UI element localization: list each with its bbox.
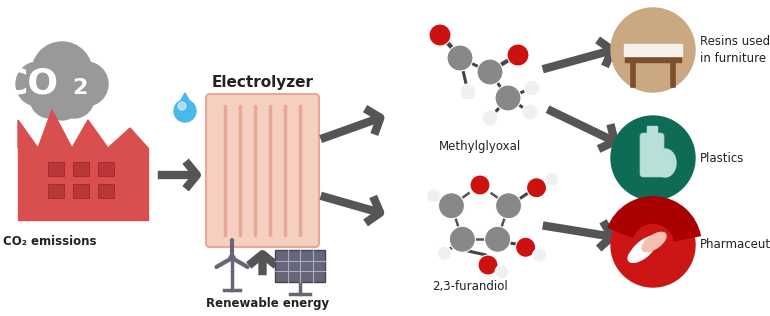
FancyBboxPatch shape — [624, 44, 682, 56]
Ellipse shape — [642, 232, 666, 252]
Circle shape — [544, 173, 558, 187]
FancyBboxPatch shape — [98, 184, 114, 198]
FancyBboxPatch shape — [206, 94, 319, 247]
Polygon shape — [18, 110, 148, 148]
Circle shape — [527, 178, 547, 198]
Circle shape — [482, 110, 498, 126]
Text: Pharmaceuticals: Pharmaceuticals — [700, 239, 770, 252]
Circle shape — [533, 248, 547, 262]
Text: Plastics: Plastics — [700, 151, 745, 165]
Circle shape — [478, 255, 498, 275]
Text: Methylglyoxal: Methylglyoxal — [439, 140, 521, 153]
Circle shape — [427, 189, 440, 203]
Circle shape — [30, 78, 70, 118]
Text: CO₂ emissions: CO₂ emissions — [3, 235, 97, 248]
Circle shape — [507, 44, 529, 66]
FancyBboxPatch shape — [98, 162, 114, 176]
Text: CO: CO — [1, 67, 58, 101]
Ellipse shape — [628, 242, 654, 262]
FancyBboxPatch shape — [73, 162, 89, 176]
Circle shape — [64, 62, 108, 106]
Polygon shape — [177, 93, 193, 107]
Circle shape — [495, 265, 509, 279]
FancyBboxPatch shape — [647, 126, 657, 138]
FancyBboxPatch shape — [48, 184, 64, 198]
Circle shape — [611, 116, 695, 200]
Circle shape — [450, 226, 475, 252]
FancyBboxPatch shape — [275, 250, 325, 282]
Circle shape — [611, 8, 695, 92]
Circle shape — [496, 193, 521, 219]
Circle shape — [460, 84, 476, 100]
Circle shape — [611, 203, 695, 287]
Ellipse shape — [654, 149, 676, 177]
Circle shape — [174, 100, 196, 122]
Circle shape — [516, 237, 536, 257]
Text: 2,3-furandiol: 2,3-furandiol — [432, 280, 508, 293]
FancyBboxPatch shape — [48, 162, 64, 176]
Circle shape — [524, 80, 540, 96]
Circle shape — [16, 62, 60, 106]
FancyBboxPatch shape — [73, 184, 89, 198]
Text: Electrolyzer: Electrolyzer — [212, 75, 313, 90]
FancyBboxPatch shape — [18, 148, 148, 220]
Circle shape — [438, 193, 464, 219]
Circle shape — [477, 59, 503, 85]
Circle shape — [495, 85, 521, 111]
Text: Resins used
in furniture: Resins used in furniture — [700, 35, 770, 65]
Circle shape — [54, 78, 94, 118]
Circle shape — [484, 226, 511, 252]
Circle shape — [44, 84, 80, 120]
Text: Renewable energy: Renewable energy — [206, 297, 330, 310]
Circle shape — [229, 255, 235, 261]
Circle shape — [178, 102, 186, 110]
Circle shape — [429, 24, 451, 46]
Circle shape — [522, 104, 538, 120]
Circle shape — [437, 246, 451, 260]
Ellipse shape — [631, 235, 660, 258]
Circle shape — [32, 42, 92, 102]
Circle shape — [447, 45, 473, 71]
FancyBboxPatch shape — [625, 52, 681, 62]
Circle shape — [470, 175, 490, 195]
FancyBboxPatch shape — [640, 133, 664, 177]
Text: 2: 2 — [72, 78, 88, 98]
